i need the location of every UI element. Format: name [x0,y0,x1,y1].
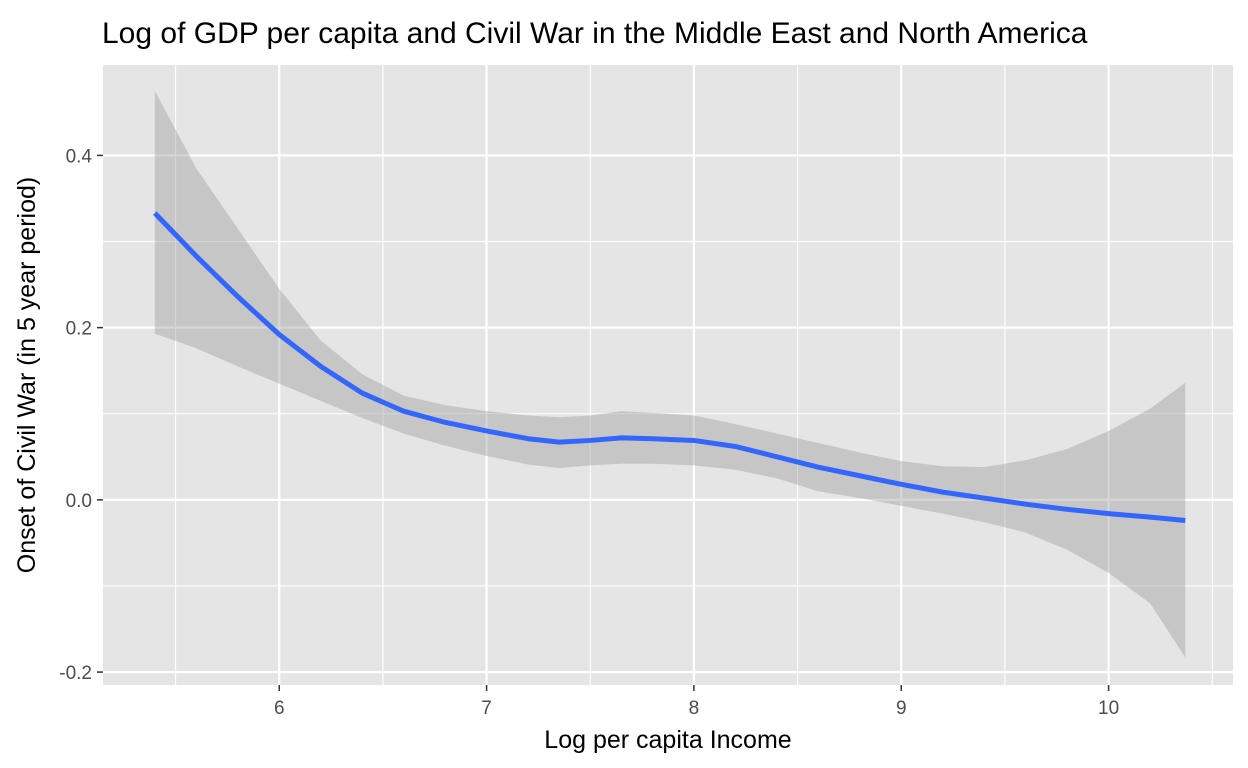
y-tick-label: 0.4 [66,146,93,167]
x-tick-label: 9 [896,698,907,719]
major-grid [103,65,1233,685]
x-tick-label: 10 [1098,698,1119,719]
y-axis-title: Onset of Civil War (in 5 year period) [13,177,41,573]
y-tick-label: 0.2 [66,319,92,340]
tick-labels: 6 7 8 9 10 -0.2 0.0 0.2 0.4 [59,146,1119,719]
smooth-line [153,211,1186,524]
y-tick-label: 0.0 [66,491,92,512]
minor-grid [103,65,1233,685]
plot-panel [103,65,1233,685]
x-tick-label: 6 [274,698,285,719]
x-tick-label: 7 [481,698,492,719]
y-tick-label: -0.2 [59,663,92,684]
x-tick-label: 8 [689,698,700,719]
x-axis-title: Log per capita Income [544,726,791,754]
axis-ticks [97,154,1110,691]
confidence-ribbon [154,90,1186,658]
chart-title: Log of GDP per capita and Civil War in t… [102,17,1088,50]
